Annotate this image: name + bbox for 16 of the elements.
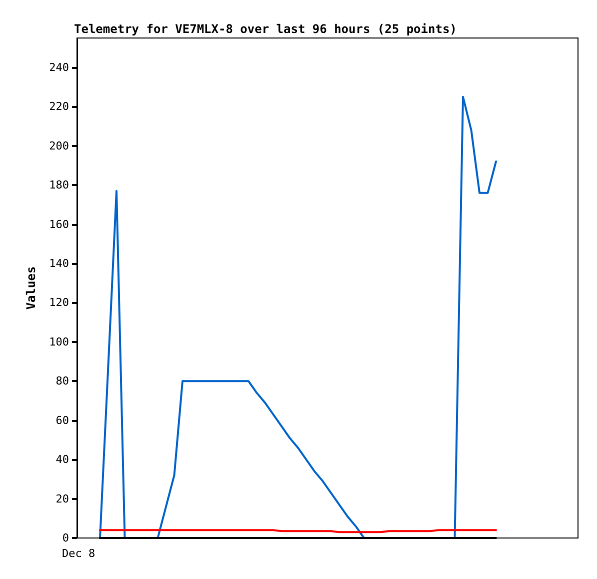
text: Dec 8 — [62, 547, 96, 560]
y-tick-label: 180 — [49, 178, 69, 192]
y-tick-label: 160 — [49, 218, 69, 231]
y-tick-label: 60 — [56, 414, 69, 427]
y-tick-label: 100 — [49, 335, 69, 348]
y-tick-label: 200 — [49, 139, 69, 152]
y-tick-label: 220 — [49, 100, 69, 114]
y-tick-label: 40 — [56, 453, 69, 466]
y-axis-title: Values — [24, 266, 38, 310]
y-tick-label: 80 — [56, 374, 69, 388]
y-tick-label: 0 — [62, 532, 69, 544]
y-tick-label: 240 — [49, 60, 69, 74]
chart-title: Telemetry for VE7MLX-8 over last 96 hours (25 points) — [74, 22, 457, 36]
y-tick-label: 120 — [49, 296, 69, 310]
y-tick-label: 140 — [49, 256, 69, 270]
y-tick-label: 20 — [56, 492, 69, 506]
